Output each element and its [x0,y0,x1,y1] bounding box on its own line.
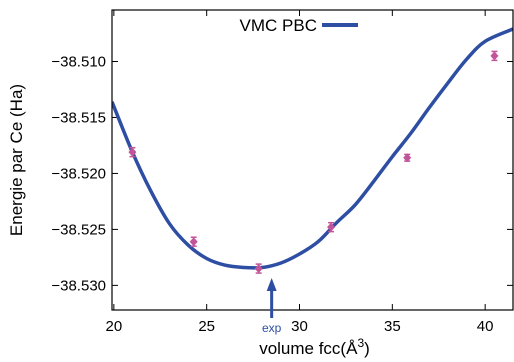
series-line-vmc-pbc [112,27,513,270]
x-tick-label-1: 25 [198,318,215,335]
x-tick-label-0: 20 [106,318,123,335]
y-tick-label-4: −38.530 [51,277,106,294]
point-marker-4 [403,153,412,163]
data-point-2 [254,263,263,274]
x-tick-label-4: 40 [477,318,494,335]
data-point-4 [403,153,412,163]
x-axis-title: volume fcc(Å3) [259,336,370,358]
y-tick-label-3: −38.525 [51,221,106,238]
data-point-0 [128,146,137,158]
x-axis-title-superscript: 3 [357,336,364,350]
annotation-exp: exp [262,278,282,335]
point-marker-5 [490,51,499,61]
ticks-layer: 20 25 30 35 40 −38.510 −38.515 −38.520 −38.525 −3… [51,10,513,335]
curve-layer [112,27,513,270]
points-layer [128,50,499,274]
data-point-3 [327,221,336,233]
x-axis-title-main: volume fcc(Å [259,339,358,358]
plot-frame [111,9,514,311]
y-tick-label-0: −38.510 [51,53,106,70]
x-tick-label-2: 30 [291,318,308,335]
point-marker-2 [254,264,263,274]
data-point-1 [189,236,198,247]
data-point-5 [490,50,499,62]
annotation-arrowhead [266,278,277,291]
y-axis-title: Energie par Ce (Ha) [7,84,26,236]
annotation-exp-label: exp [262,321,282,335]
y-tick-label-2: −38.520 [51,165,106,182]
point-marker-0 [128,147,137,157]
point-marker-1 [189,237,198,247]
y-tick-label-1: −38.515 [51,109,106,126]
legend-label: VMC PBC [240,16,317,35]
legend: VMC PBC [240,16,358,35]
x-tick-label-3: 35 [384,318,401,335]
x-axis-title-close: ) [364,339,370,358]
point-marker-3 [327,222,336,232]
